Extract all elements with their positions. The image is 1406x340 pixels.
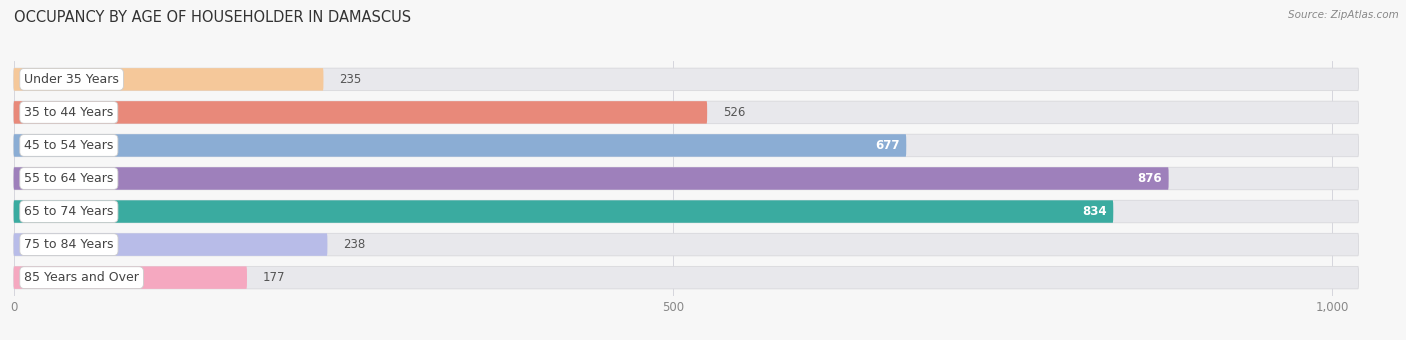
FancyBboxPatch shape: [14, 134, 907, 157]
Text: 45 to 54 Years: 45 to 54 Years: [24, 139, 114, 152]
FancyBboxPatch shape: [14, 267, 1358, 289]
Text: 876: 876: [1137, 172, 1163, 185]
Text: 235: 235: [339, 73, 361, 86]
Text: 526: 526: [723, 106, 745, 119]
FancyBboxPatch shape: [14, 101, 1358, 124]
Text: 55 to 64 Years: 55 to 64 Years: [24, 172, 114, 185]
FancyBboxPatch shape: [14, 233, 328, 256]
Text: 834: 834: [1083, 205, 1107, 218]
Text: 677: 677: [875, 139, 900, 152]
FancyBboxPatch shape: [14, 68, 1358, 90]
FancyBboxPatch shape: [14, 200, 1358, 223]
Text: Under 35 Years: Under 35 Years: [24, 73, 120, 86]
FancyBboxPatch shape: [14, 267, 247, 289]
Text: Source: ZipAtlas.com: Source: ZipAtlas.com: [1288, 10, 1399, 20]
Text: OCCUPANCY BY AGE OF HOUSEHOLDER IN DAMASCUS: OCCUPANCY BY AGE OF HOUSEHOLDER IN DAMAS…: [14, 10, 411, 25]
Text: 35 to 44 Years: 35 to 44 Years: [24, 106, 114, 119]
FancyBboxPatch shape: [14, 233, 1358, 256]
FancyBboxPatch shape: [14, 200, 1114, 223]
Text: 238: 238: [343, 238, 366, 251]
Text: 85 Years and Over: 85 Years and Over: [24, 271, 139, 284]
Text: 65 to 74 Years: 65 to 74 Years: [24, 205, 114, 218]
FancyBboxPatch shape: [14, 68, 323, 90]
Text: 177: 177: [263, 271, 285, 284]
FancyBboxPatch shape: [14, 101, 707, 124]
FancyBboxPatch shape: [14, 167, 1358, 190]
FancyBboxPatch shape: [14, 134, 1358, 157]
FancyBboxPatch shape: [14, 167, 1168, 190]
Text: 75 to 84 Years: 75 to 84 Years: [24, 238, 114, 251]
